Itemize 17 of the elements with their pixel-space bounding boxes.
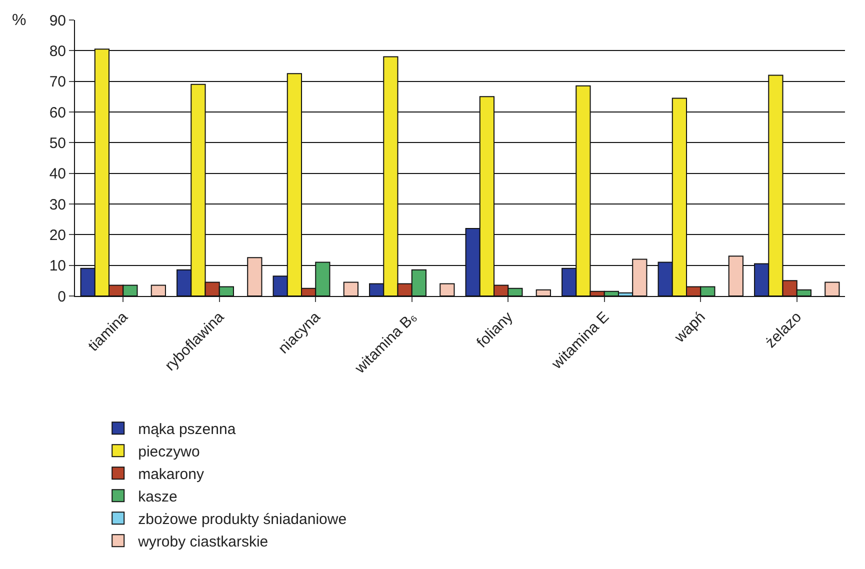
legend-label: wyroby ciastkarskie — [137, 534, 268, 551]
y-tick-label: 10 — [49, 258, 66, 275]
y-tick-label: 60 — [49, 104, 66, 122]
y-tick-label: 70 — [49, 74, 66, 91]
legend-label: mąka pszenna — [138, 421, 236, 438]
y-axis-title: % — [12, 12, 26, 29]
y-tick-label: 50 — [49, 134, 66, 152]
y-tick-label: 20 — [49, 226, 66, 244]
y-tick-label: 90 — [49, 12, 66, 30]
y-tick-label: 40 — [49, 166, 66, 183]
legend-label: makarony — [138, 466, 204, 484]
y-tick-label: 0 — [58, 288, 66, 306]
legend-label: zbożowe produkty śniadaniowe — [138, 511, 347, 528]
legend-label: kasze — [138, 488, 178, 506]
y-tick-label: 30 — [49, 196, 66, 214]
y-tick-label: 80 — [49, 42, 66, 60]
legend-label: pieczywo — [138, 444, 200, 461]
